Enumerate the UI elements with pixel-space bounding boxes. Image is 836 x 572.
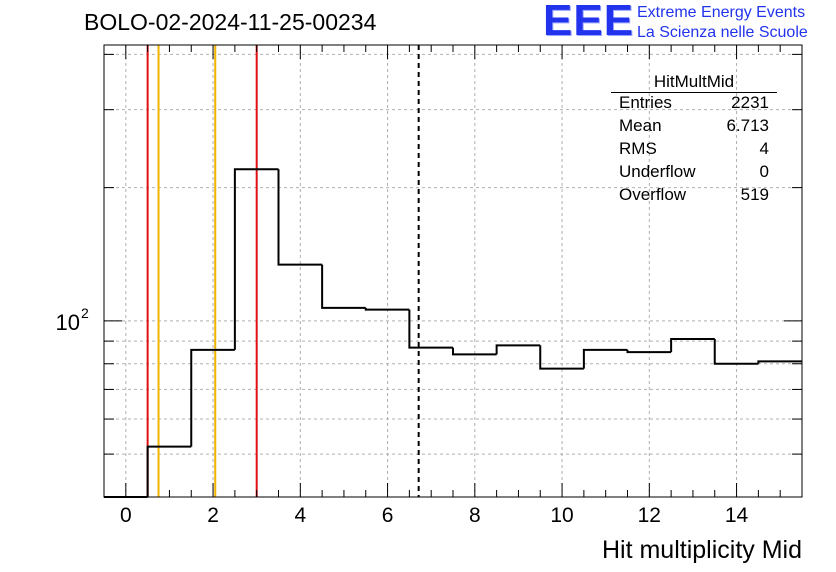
chart-title: BOLO-02-2024-11-25-00234 — [84, 9, 377, 35]
y-tick-label: 10 — [56, 310, 80, 335]
logo-text-line2: La Scienza nelle Scuole — [637, 24, 808, 41]
histogram-bin — [277, 169, 323, 266]
histogram-bin — [146, 445, 192, 497]
stats-value: 519 — [740, 185, 769, 204]
stats-key: Overflow — [619, 185, 687, 204]
histogram-bin — [452, 347, 497, 356]
histogram-bin — [757, 360, 802, 364]
stats-row-mean: Mean 6.713 — [619, 116, 769, 138]
histogram-bin — [321, 264, 366, 309]
x-tick-label: 6 — [382, 504, 394, 527]
histogram-bin — [626, 349, 672, 354]
stats-row-entries: Entries 2231 — [619, 93, 769, 115]
stats-value: 2231 — [731, 93, 769, 112]
histogram-bin — [190, 348, 235, 447]
x-tick-label: 10 — [550, 504, 573, 527]
stats-row-underflow: Underflow 0 — [619, 162, 769, 184]
x-tick-label: 14 — [725, 504, 749, 527]
histogram-bin — [713, 338, 759, 365]
logo-text-line1: Extreme Energy Events — [637, 4, 806, 21]
eee-logo: EEE — [543, 0, 635, 45]
y-tick-label-exponent: 2 — [81, 305, 89, 321]
histogram-bin — [364, 307, 410, 311]
stats-value: 4 — [759, 139, 769, 158]
stats-box: HitMultMid Entries 2231 Mean 6.713 RMS 4… — [611, 72, 777, 204]
stats-key: Entries — [619, 93, 672, 112]
stats-key: Mean — [619, 116, 662, 135]
x-tick-label: 0 — [120, 504, 132, 527]
x-tick-label: 8 — [469, 504, 481, 527]
histogram-bars — [104, 168, 802, 498]
histogram-bin — [670, 337, 715, 353]
stats-key: Underflow — [619, 162, 696, 181]
histogram-bin — [582, 348, 628, 369]
x-tick-label: 12 — [638, 504, 661, 527]
x-axis-label: Hit multiplicity Mid — [601, 536, 802, 564]
histogram-bin — [408, 309, 453, 349]
x-tick-label: 4 — [294, 504, 306, 527]
stats-value: 0 — [759, 162, 769, 181]
stats-row-rms: RMS 4 — [619, 139, 769, 161]
stats-title: HitMultMid — [653, 72, 735, 91]
marker-lines — [146, 45, 420, 497]
x-tick-label: 2 — [207, 504, 219, 527]
stats-value: 6.713 — [726, 116, 769, 135]
grid-layer — [104, 45, 802, 498]
histogram-bin — [495, 344, 541, 355]
axes — [103, 44, 803, 498]
histogram-bin — [539, 345, 584, 370]
histogram-bin — [233, 168, 279, 350]
stats-row-overflow: Overflow 519 — [619, 185, 769, 207]
stats-divider — [611, 92, 777, 93]
stats-key: RMS — [619, 139, 657, 158]
